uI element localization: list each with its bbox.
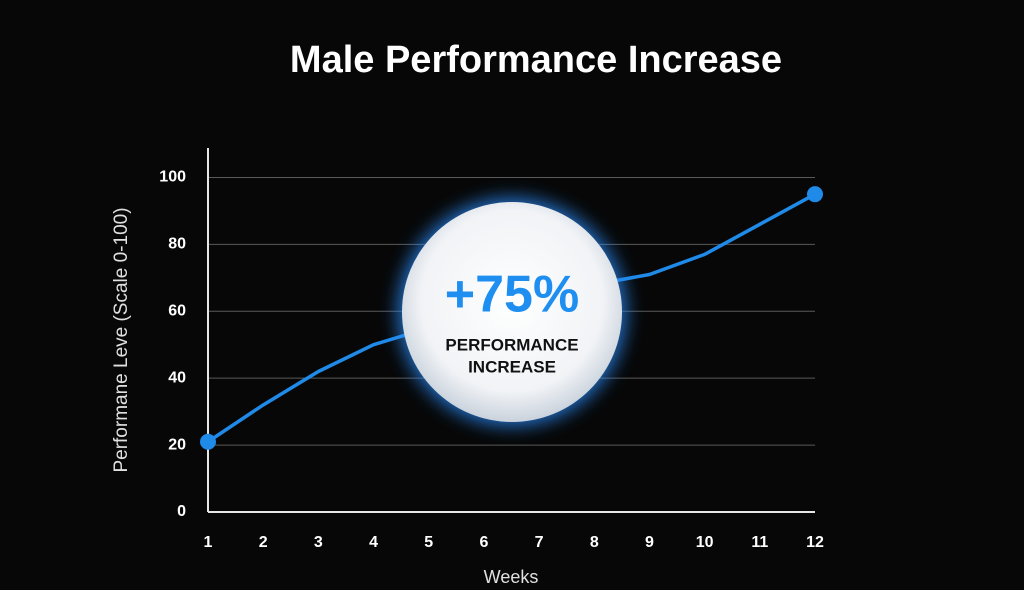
- x-tick-label: 7: [535, 534, 544, 551]
- x-tick-label: 4: [369, 534, 378, 551]
- point-marker: [807, 186, 823, 203]
- x-tick-label: 5: [424, 534, 433, 551]
- x-tick-label: 10: [696, 534, 714, 551]
- chart-title: Male Performance Increase: [290, 39, 782, 81]
- x-tick-label: 2: [259, 534, 268, 551]
- callout-text: PERFORMANCE: [445, 335, 578, 354]
- x-axis-label: Weeks: [484, 567, 539, 587]
- x-tick-label: 6: [479, 534, 488, 551]
- x-tick-label: 8: [590, 534, 599, 551]
- y-tick-label: 40: [168, 369, 186, 386]
- y-axis-label: Performane Leve (Scale 0-100): [111, 207, 132, 472]
- x-tick-label: 11: [751, 534, 768, 551]
- y-tick-label: 100: [159, 169, 186, 186]
- x-tick-label: 1: [204, 534, 213, 551]
- callout-text: INCREASE: [468, 357, 556, 376]
- callout: +75% PERFORMANCE INCREASE: [398, 198, 626, 426]
- x-tick-label: 3: [314, 534, 323, 551]
- callout-headline: +75%: [445, 266, 579, 324]
- point-marker: [200, 433, 216, 450]
- y-tick-label: 80: [168, 236, 186, 253]
- x-tick-label: 12: [806, 534, 824, 551]
- x-tick-label: 9: [645, 534, 654, 551]
- callout-disc: [402, 202, 622, 422]
- y-tick-label: 20: [168, 436, 186, 453]
- y-tick-label: 60: [168, 302, 186, 319]
- y-tick-label: 0: [177, 503, 186, 520]
